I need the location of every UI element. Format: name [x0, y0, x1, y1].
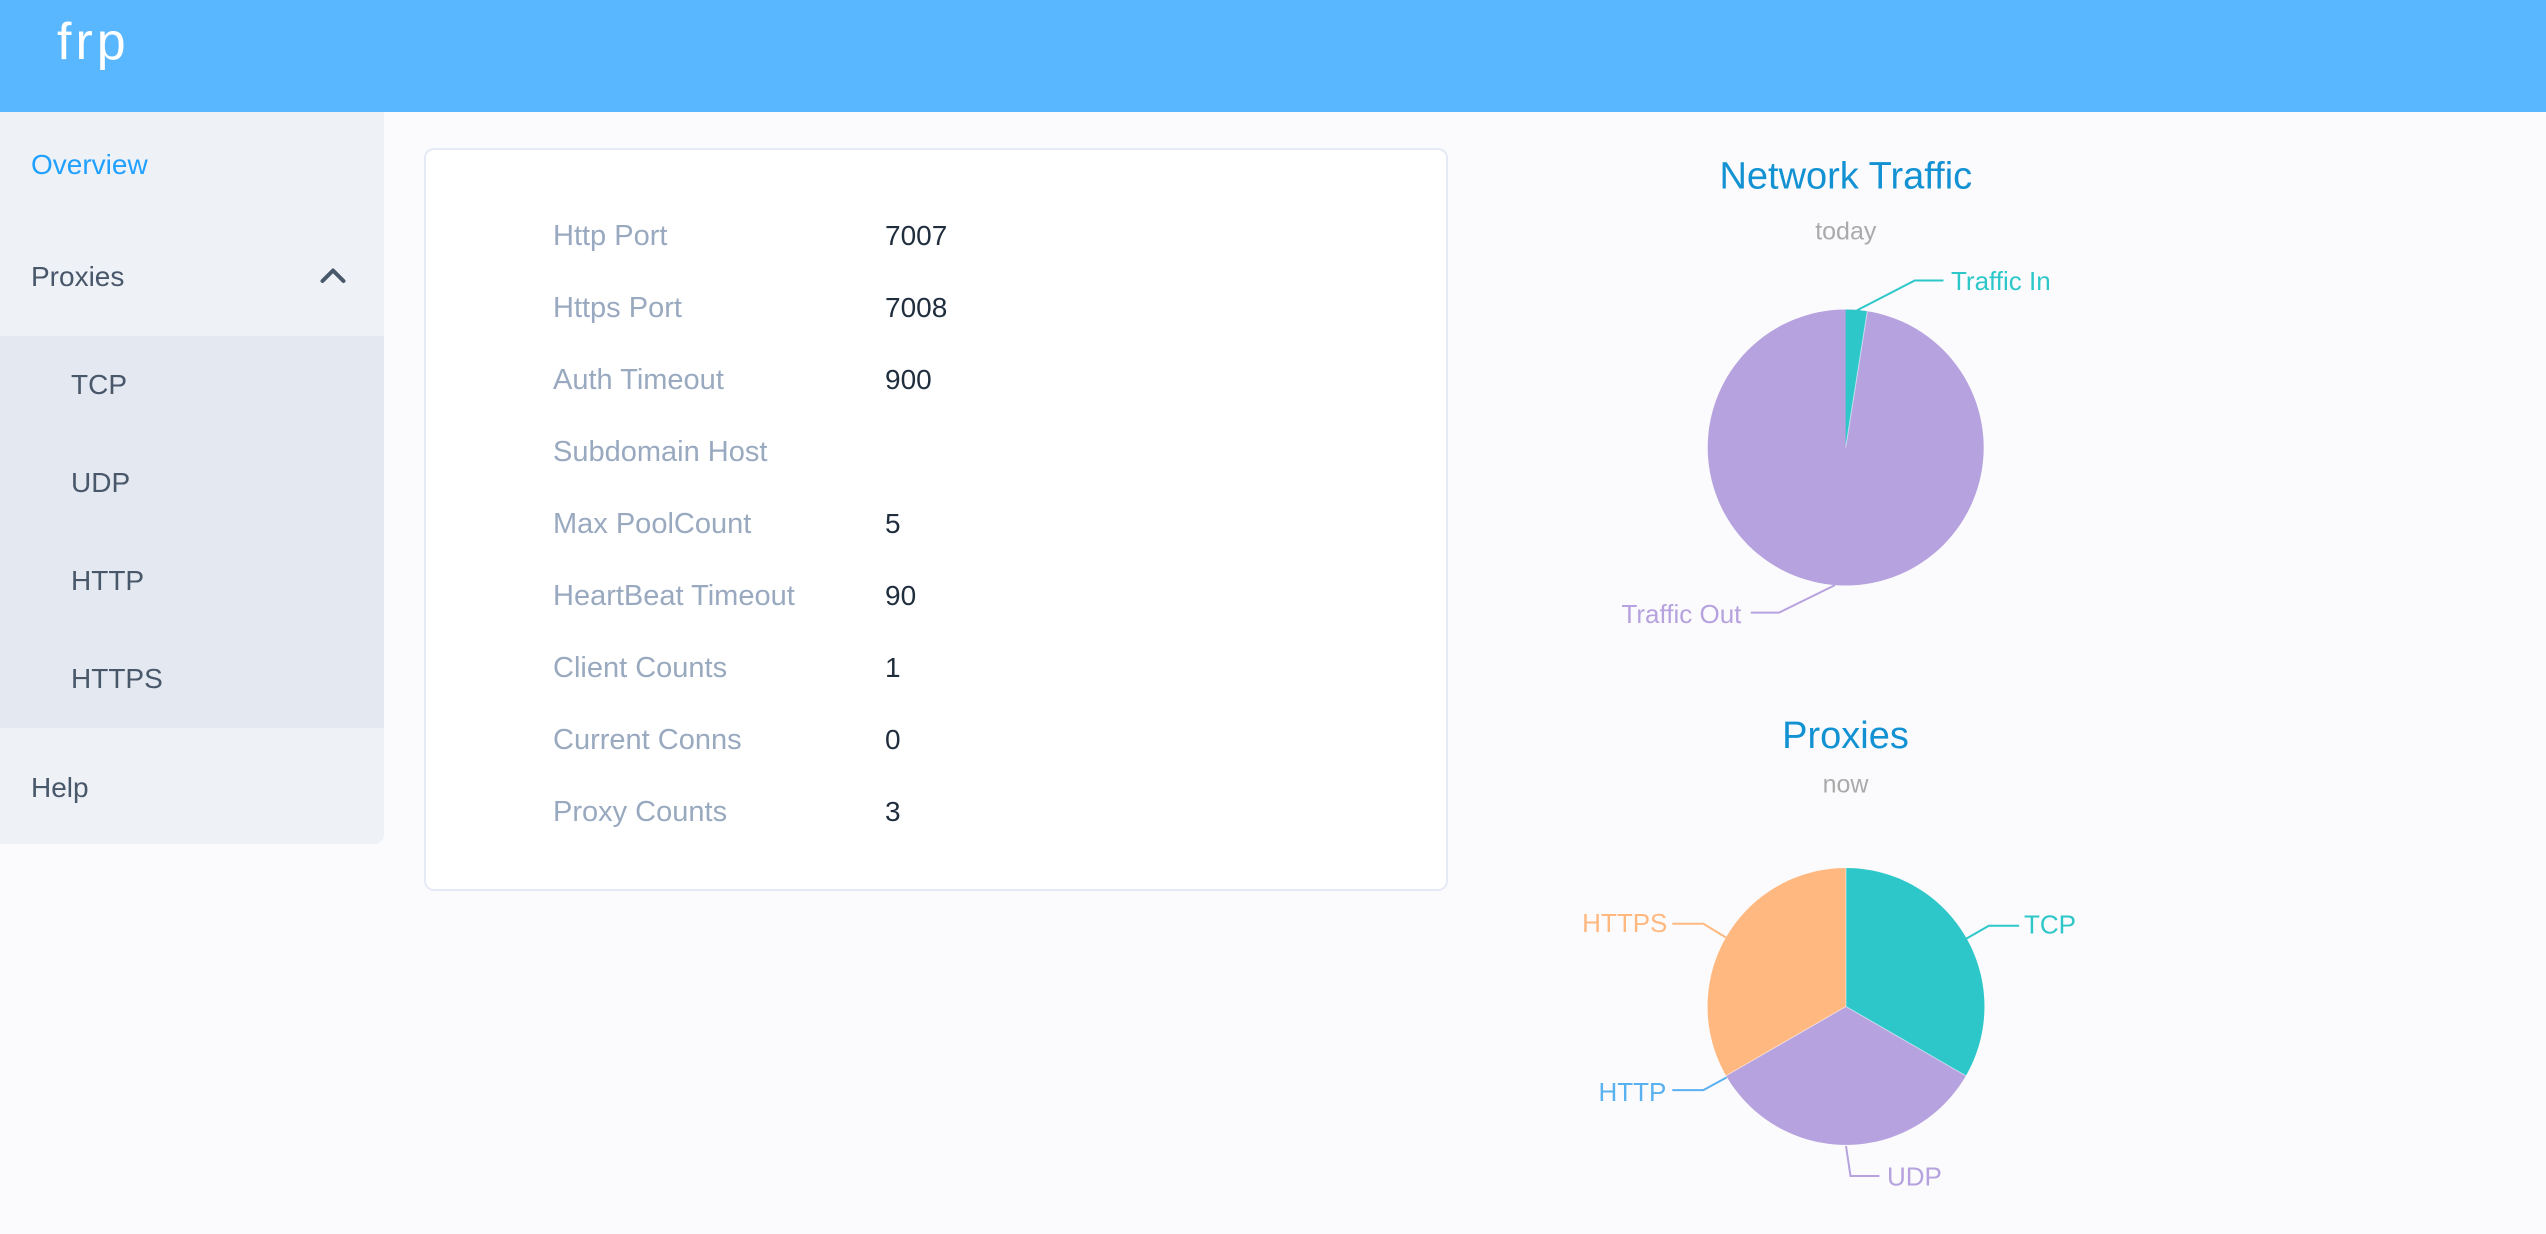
- svg-text:now: now: [1823, 771, 1870, 799]
- svg-text:HTTPS: HTTPS: [1582, 908, 1667, 938]
- svg-text:HTTP: HTTP: [1599, 1077, 1667, 1107]
- svg-text:Traffic In: Traffic In: [1951, 266, 2051, 296]
- svg-text:today: today: [1815, 218, 1877, 246]
- svg-text:UDP: UDP: [1887, 1162, 1942, 1192]
- svg-text:Network Traffic: Network Traffic: [1719, 156, 1972, 198]
- svg-text:Traffic Out: Traffic Out: [1621, 599, 1742, 629]
- svg-text:Proxies: Proxies: [1782, 715, 1909, 757]
- svg-text:TCP: TCP: [2024, 910, 2076, 940]
